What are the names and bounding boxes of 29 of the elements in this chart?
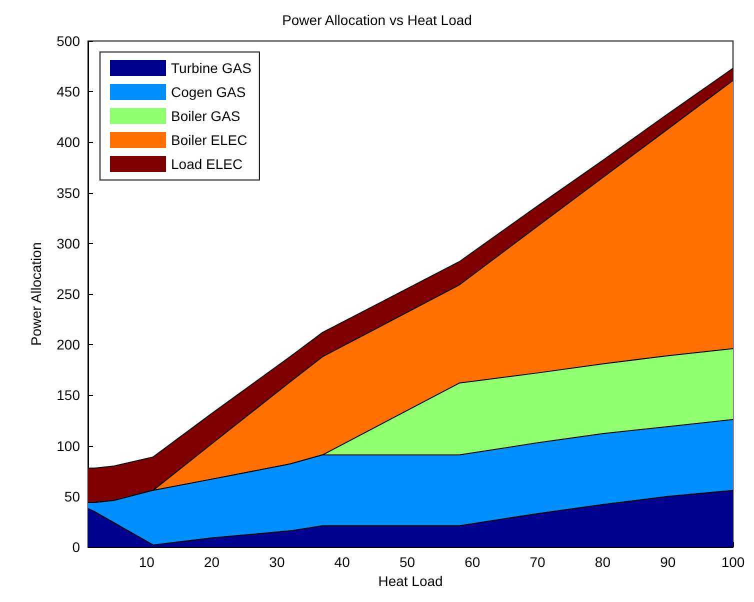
- chart-title: Power Allocation vs Heat Load: [282, 12, 472, 28]
- x-tick-label: 30: [269, 554, 285, 570]
- x-tick-label: 100: [721, 554, 745, 570]
- legend-label: Turbine GAS: [171, 60, 252, 76]
- y-tick-label: 350: [56, 184, 80, 201]
- y-axis-title: Power Allocation: [28, 242, 44, 346]
- legend-label: Cogen GAS: [171, 84, 246, 100]
- y-tick-label: 100: [56, 438, 80, 454]
- x-axis-title: Heat Load: [378, 572, 443, 589]
- y-tick-label: 450: [56, 84, 80, 100]
- x-tick-label: 50: [399, 554, 416, 570]
- y-tick-label: 150: [56, 387, 80, 404]
- x-tick-label: 70: [530, 554, 546, 570]
- y-tick-label: 250: [56, 286, 80, 302]
- x-tick-label: 40: [334, 554, 350, 570]
- y-tick-label: 300: [56, 235, 80, 252]
- y-tick-label: 0: [72, 539, 80, 555]
- legend-label: Boiler ELEC: [171, 132, 248, 148]
- legend-label: Load ELEC: [171, 156, 243, 172]
- x-tick-label: 10: [138, 554, 155, 570]
- y-tick-label: 200: [56, 336, 80, 353]
- y-tick-label: 400: [56, 134, 80, 150]
- y-tick-label: 500: [56, 33, 80, 49]
- x-tick-label: 60: [464, 554, 480, 570]
- x-tick-label: 80: [594, 554, 611, 570]
- x-tick-label: 90: [660, 554, 676, 570]
- x-tick-label: 20: [204, 554, 220, 570]
- legend-label: Boiler GAS: [171, 108, 240, 124]
- y-tick-label: 50: [64, 488, 80, 504]
